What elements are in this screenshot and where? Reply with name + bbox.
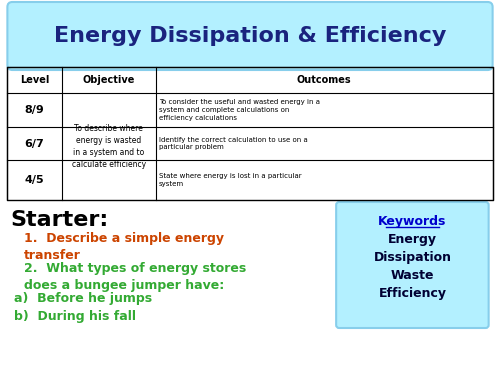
Text: 4/5: 4/5 xyxy=(25,175,44,185)
Text: Outcomes: Outcomes xyxy=(297,75,352,85)
Text: 6/7: 6/7 xyxy=(24,138,44,148)
Text: Starter:: Starter: xyxy=(10,210,108,230)
Text: Identify the correct calculation to use on a
particular problem: Identify the correct calculation to use … xyxy=(159,136,308,150)
Text: 1.  Describe a simple energy
transfer: 1. Describe a simple energy transfer xyxy=(24,232,224,262)
Text: Dissipation: Dissipation xyxy=(374,251,452,264)
FancyBboxPatch shape xyxy=(336,202,488,328)
Text: 2.  What types of energy stores
does a bungee jumper have:: 2. What types of energy stores does a bu… xyxy=(24,262,246,292)
Text: Waste: Waste xyxy=(390,269,434,282)
Text: 8/9: 8/9 xyxy=(24,105,44,115)
Text: Energy Dissipation & Efficiency: Energy Dissipation & Efficiency xyxy=(54,26,446,46)
Text: Keywords: Keywords xyxy=(378,215,446,228)
Text: Efficiency: Efficiency xyxy=(378,287,446,300)
Text: Energy: Energy xyxy=(388,233,437,246)
Text: To describe where
energy is wasted
in a system and to
calculate efficiency: To describe where energy is wasted in a … xyxy=(72,124,146,169)
Text: b)  During his fall: b) During his fall xyxy=(14,310,136,323)
Text: State where energy is lost in a particular
system: State where energy is lost in a particul… xyxy=(159,173,302,187)
FancyBboxPatch shape xyxy=(8,2,492,70)
Text: Objective: Objective xyxy=(82,75,135,85)
Text: To consider the useful and wasted energy in a
system and complete calculations o: To consider the useful and wasted energy… xyxy=(159,99,320,121)
Text: Level: Level xyxy=(20,75,50,85)
Text: a)  Before he jumps: a) Before he jumps xyxy=(14,292,152,305)
